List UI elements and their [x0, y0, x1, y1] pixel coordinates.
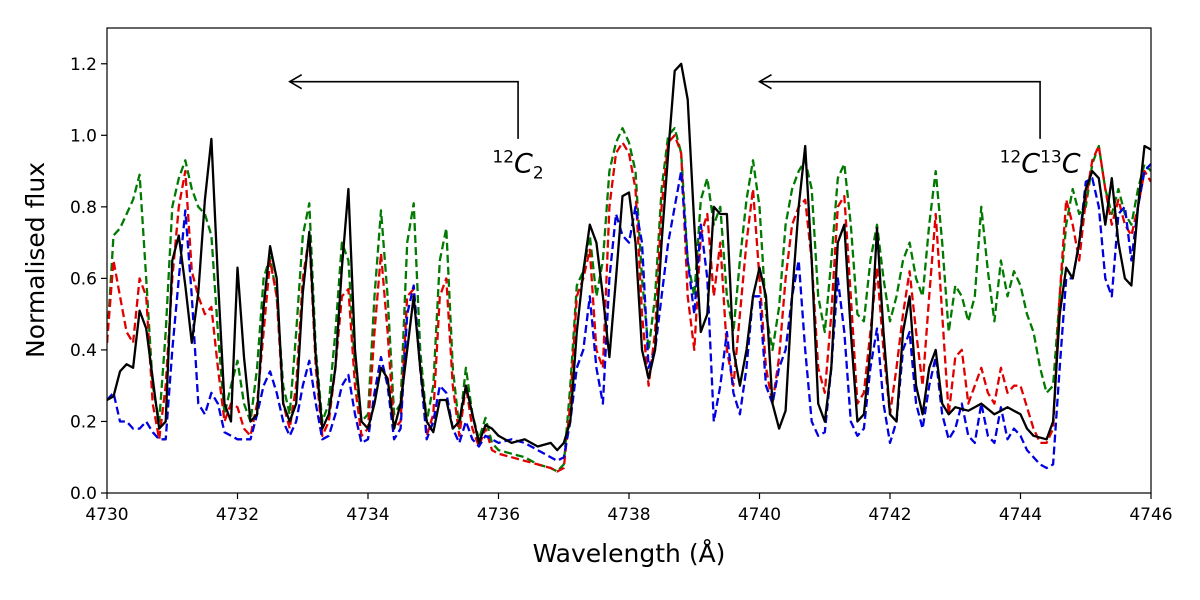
annotation-label-1: 12C2	[492, 147, 543, 183]
x-axis: 4730 4732 4734 4736 4738 4740 4742 4744 4746	[85, 493, 1173, 525]
y-axis: 0.0 0.2 0.4 0.6 0.8 1.0 1.2	[70, 55, 107, 504]
series-line-model-blue	[107, 163, 1151, 470]
y-axis-label: Normalised flux	[21, 162, 50, 358]
x-tick-label: 4734	[346, 505, 389, 525]
annotations: 12C2 12C13C	[288, 73, 1081, 183]
annotation-arrowhead-1	[288, 73, 303, 90]
x-tick-label: 4732	[216, 505, 259, 525]
annotation-label-2: 12C13C	[1000, 147, 1081, 179]
y-tick-label: 0.8	[70, 198, 97, 218]
y-tick-label: 0.6	[70, 269, 97, 289]
x-tick-label: 4730	[85, 505, 128, 525]
y-tick-label: 0.2	[70, 412, 97, 432]
y-tick-label: 1.2	[70, 55, 97, 75]
x-tick-label: 4742	[868, 505, 911, 525]
y-tick-label: 0.4	[70, 341, 97, 361]
y-tick-label: 0.0	[70, 484, 97, 504]
plot-frame	[106, 27, 1152, 494]
x-tick-label: 4740	[738, 505, 781, 525]
series-layer	[107, 62, 1151, 473]
y-tick-label: 1.0	[70, 126, 97, 146]
x-tick-label: 4746	[1129, 505, 1172, 525]
x-axis-label: Wavelength (Å)	[533, 539, 726, 568]
series-line-model-green	[107, 127, 1151, 473]
x-tick-label: 4744	[999, 505, 1042, 525]
annotation-arrowhead-2	[757, 73, 772, 90]
annotation-arrow-2	[759, 80, 1041, 139]
x-tick-label: 4738	[607, 505, 650, 525]
annotation-arrow-1	[289, 80, 519, 139]
x-tick-label: 4736	[477, 505, 520, 525]
series-line-observed	[107, 62, 1151, 452]
